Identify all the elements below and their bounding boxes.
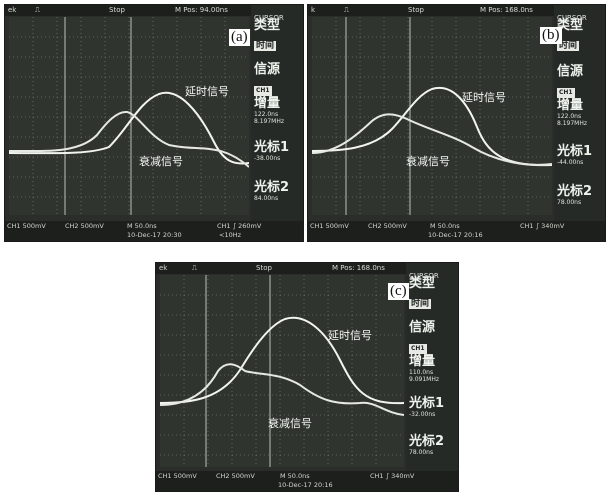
type-button[interactable]: 类型 时间 xyxy=(254,18,281,51)
delta-readout: 增量 110.0ns 9.091MHz xyxy=(409,354,440,384)
scope-status-bar: k ⎍ Stop M Pos: 168.0ns xyxy=(308,5,605,16)
delayed-signal-label: 延时信号 xyxy=(185,85,229,98)
date-time: 10-Dec-17 20:30 xyxy=(127,231,182,239)
m-pos-readout: M Pos: 168.0ns xyxy=(480,6,533,14)
source-button[interactable]: 信源 CH1 xyxy=(409,320,436,354)
cursor1-button[interactable]: 光标1 -44.00ns xyxy=(557,144,593,167)
stop-status: Stop xyxy=(408,6,424,14)
attenuated-signal-label: 衰减信号 xyxy=(268,417,312,430)
scope-bottom-bar: CH1 500mV CH2 500mV M 50.0ns CH1 ∫ 340mV… xyxy=(156,471,458,491)
attenuated-signal-trace xyxy=(312,113,552,166)
scope-photo-a: ek ⎍ Stop M Pos: 94.00ns 延时信号 衰减信号 CURSO… xyxy=(4,4,304,242)
trigger-level: CH1 ∫ 260mV xyxy=(217,222,262,230)
delayed-signal-trace xyxy=(312,86,552,167)
trigger-level: CH1 ∫ 340mV xyxy=(370,472,415,480)
graticule: 延时信号 衰减信号 xyxy=(160,275,404,467)
attenuated-signal-trace xyxy=(160,363,404,416)
ch2-scale: CH2 500mV xyxy=(368,222,407,230)
cursor-menu: CURSOR 类型 时间 信源 CH1 增量 122.0ns 8.197MHz 光标1-… xyxy=(554,5,605,241)
delta-readout: 增量 122.0ns 8.197MHz xyxy=(254,96,285,126)
delayed-signal-label: 延时信号 xyxy=(462,91,506,104)
delta-readout: 增量 122.0ns 8.197MHz xyxy=(557,98,588,128)
waveform-display xyxy=(160,275,404,467)
scope-bottom-bar: CH1 500mV CH2 500mV M 50.0ns CH1 ∫ 340mV… xyxy=(308,221,605,241)
date-time: 10-Dec-17 20:16 xyxy=(278,481,333,489)
attenuated-signal-label: 衰减信号 xyxy=(139,155,183,168)
attenuated-signal-trace xyxy=(9,110,249,168)
waveform-display xyxy=(312,17,552,215)
brand-text: k xyxy=(311,6,316,14)
delayed-signal-label: 延时信号 xyxy=(328,329,372,342)
ch2-scale: CH2 500mV xyxy=(216,472,255,480)
type-button[interactable]: 类型 时间 xyxy=(557,18,584,51)
trigger-frequency: <10Hz xyxy=(219,231,242,239)
cursor1-button[interactable]: 光标1 -38.00ns xyxy=(254,140,290,163)
panel-label-b: (b) xyxy=(540,27,562,44)
ch1-scale: CH1 500mV xyxy=(7,222,46,230)
ch1-scale: CH1 500mV xyxy=(158,472,197,480)
panel-label-c: (c) xyxy=(388,283,409,300)
type-button[interactable]: 类型 时间 xyxy=(409,276,436,309)
stop-status: Stop xyxy=(109,6,125,14)
panel-label-a: (a) xyxy=(229,29,250,46)
scope-photo-b: k ⎍ Stop M Pos: 168.0ns 延时信号 衰减信号 CURSOR… xyxy=(307,4,606,242)
cursor-menu: CURSOR 类型 时间 信源 CH1 增量 122.0ns 8.197MHz 光标1-… xyxy=(251,5,303,241)
delayed-signal-trace xyxy=(160,316,404,405)
timebase: M 50.0ns xyxy=(127,222,157,230)
stop-status: Stop xyxy=(256,264,272,272)
source-button[interactable]: 信源 CH1 xyxy=(254,62,281,96)
graticule: 延时信号 衰减信号 xyxy=(9,17,249,215)
menu-title: CURSOR xyxy=(557,14,587,22)
ch1-scale: CH1 500mV xyxy=(310,222,349,230)
attenuated-signal-label: 衰减信号 xyxy=(406,155,450,168)
m-pos-readout: M Pos: 168.0ns xyxy=(332,264,385,272)
cursor-menu: CURSOR 类型 时间 信源 CH1 增量 110.0ns 9.091MHz 光标1-… xyxy=(406,263,458,491)
cursor2-button[interactable]: 光标2 78.00ns xyxy=(557,184,593,207)
scope-photo-c: ek ⎍ Stop M Pos: 168.0ns 延时信号 衰减信号 CURSO… xyxy=(155,262,459,492)
scope-status-bar: ek ⎍ Stop M Pos: 168.0ns xyxy=(156,263,458,274)
source-button[interactable]: 信源 CH1 xyxy=(557,64,584,98)
cursor2-button[interactable]: 光标2 84.00ns xyxy=(254,180,290,203)
cursor2-button[interactable]: 光标2 78.00ns xyxy=(409,434,445,457)
timebase: M 50.0ns xyxy=(430,222,460,230)
menu-title: CURSOR xyxy=(409,272,439,280)
cursor1-button[interactable]: 光标1 -32.00ns xyxy=(409,396,445,419)
trigger-marker-icon: ⎍ xyxy=(35,6,40,14)
date-time: 10-Dec-17 20:16 xyxy=(428,231,483,239)
timebase: M 50.0ns xyxy=(280,472,310,480)
waveform-display xyxy=(9,17,249,215)
delayed-signal-trace xyxy=(9,91,249,165)
graticule: 延时信号 衰减信号 xyxy=(312,17,552,215)
brand-text: ek xyxy=(159,264,168,272)
trigger-marker-icon: ⎍ xyxy=(192,264,197,272)
scope-status-bar: ek ⎍ Stop M Pos: 94.00ns xyxy=(5,5,303,16)
scope-bottom-bar: CH1 500mV CH2 500mV M 50.0ns CH1 ∫ 260mV… xyxy=(5,221,303,241)
trigger-level: CH1 ∫ 340mV xyxy=(520,222,565,230)
brand-text: ek xyxy=(8,6,17,14)
ch2-scale: CH2 500mV xyxy=(65,222,104,230)
menu-title: CURSOR xyxy=(254,14,284,22)
m-pos-readout: M Pos: 94.00ns xyxy=(175,6,228,14)
trigger-marker-icon: ⎍ xyxy=(344,6,349,14)
